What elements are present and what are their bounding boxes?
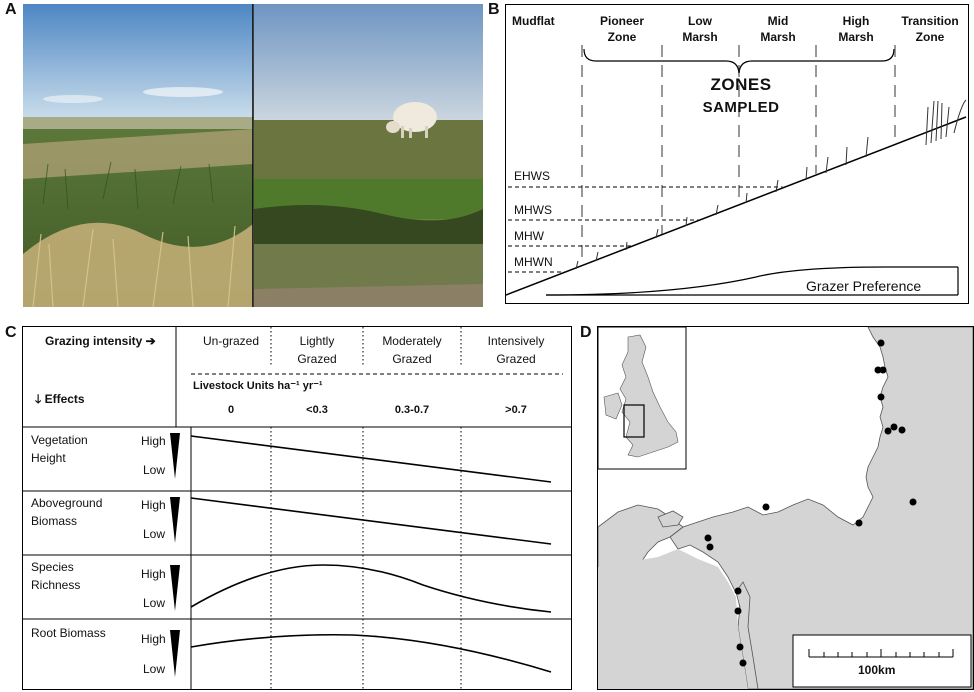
sampling-site-markers [704, 339, 917, 667]
zones-sampled-line2: SAMPLED [702, 99, 780, 116]
species-richness-trend [190, 564, 552, 613]
site-map: 100km [597, 326, 974, 690]
zone-transition: Transition Zone [901, 14, 959, 45]
col-ungrazed: Un-grazed [202, 334, 260, 348]
tide-mhws: MHWS [514, 203, 552, 217]
root-biomass-trend [190, 633, 552, 673]
col-intensively-line1: Intensively [487, 334, 545, 348]
panel-label-d: D [580, 324, 592, 341]
zone-mudflat: Mudflat [512, 14, 555, 28]
col-lightly-line1: Lightly [299, 334, 335, 348]
panel-label-a: A [5, 1, 17, 18]
tide-mhw: MHW [514, 229, 544, 243]
units-03-07: 0.3-0.7 [394, 404, 430, 416]
units-gt07: >0.7 [505, 404, 527, 416]
aboveground-biomass-trend [190, 497, 552, 545]
livestock-units-label: Livestock Units ha⁻¹ yr⁻¹ [193, 380, 323, 392]
inset-study-area-box [623, 404, 645, 438]
row-aboveground-high: High [141, 498, 166, 512]
vegetation-height-trend [190, 435, 552, 483]
saltmarsh-zonation-diagram: Mudflat Pioneer Zone Low Marsh Mid Marsh… [505, 4, 969, 304]
zone-low-marsh: Low Marsh [682, 14, 718, 45]
row-root-low: Low [143, 662, 166, 676]
grazer-preference-label: Grazer Preference [806, 278, 922, 294]
row-aboveground-line2: Biomass [31, 514, 78, 528]
row-root-line1: Root Biomass [31, 626, 106, 640]
row-species-high: High [141, 567, 166, 581]
grazing-effects-table: Grazing intensity ➔ 🡓 Effects Un-grazed … [22, 326, 572, 690]
tide-mhwn: MHWN [514, 255, 553, 269]
zone-mid-marsh: Mid Marsh [760, 14, 796, 45]
inset-map [598, 327, 687, 470]
row-vegetation-high: High [141, 434, 166, 448]
saltmarsh-photographs [23, 4, 483, 308]
sheep-grazing-photo-right [254, 4, 483, 307]
sheep-icon [386, 102, 437, 138]
vegetation-icon [575, 99, 967, 270]
row-vegetation-line1: Vegetation [31, 433, 88, 447]
scale-bar-label: 100km [858, 663, 896, 677]
zone-pioneer: Pioneer Zone [599, 14, 644, 45]
row-vegetation-low: Low [143, 463, 166, 477]
zone-high-marsh: High Marsh [838, 14, 874, 45]
gradient-wedge-icons [170, 433, 180, 677]
tide-ehws: EHWS [514, 169, 550, 183]
units-0: 0 [227, 404, 235, 416]
effects-header: 🡓 Effects [35, 392, 85, 406]
land-area [598, 327, 973, 689]
grazed-marsh-photo-left [23, 4, 253, 308]
row-root-high: High [141, 632, 166, 646]
col-moderately-line2: Grazed [392, 352, 432, 366]
row-aboveground-low: Low [143, 527, 166, 541]
row-species-line1: Species [31, 560, 74, 574]
row-species-low: Low [143, 596, 166, 610]
zones-sampled-line1: ZONES [710, 75, 772, 94]
panel-label-c: C [5, 324, 17, 341]
col-lightly-line2: Grazed [297, 352, 337, 366]
grazing-intensity-header: Grazing intensity ➔ [45, 334, 156, 348]
row-aboveground-line1: Aboveground [31, 496, 103, 510]
panel-label-b: B [488, 1, 500, 18]
scale-bar [792, 634, 972, 688]
col-intensively-line2: Grazed [496, 352, 536, 366]
units-lt03: <0.3 [306, 404, 328, 416]
row-species-line2: Richness [31, 578, 81, 592]
col-moderately-line1: Moderately [382, 334, 442, 348]
row-vegetation-line2: Height [31, 451, 66, 465]
